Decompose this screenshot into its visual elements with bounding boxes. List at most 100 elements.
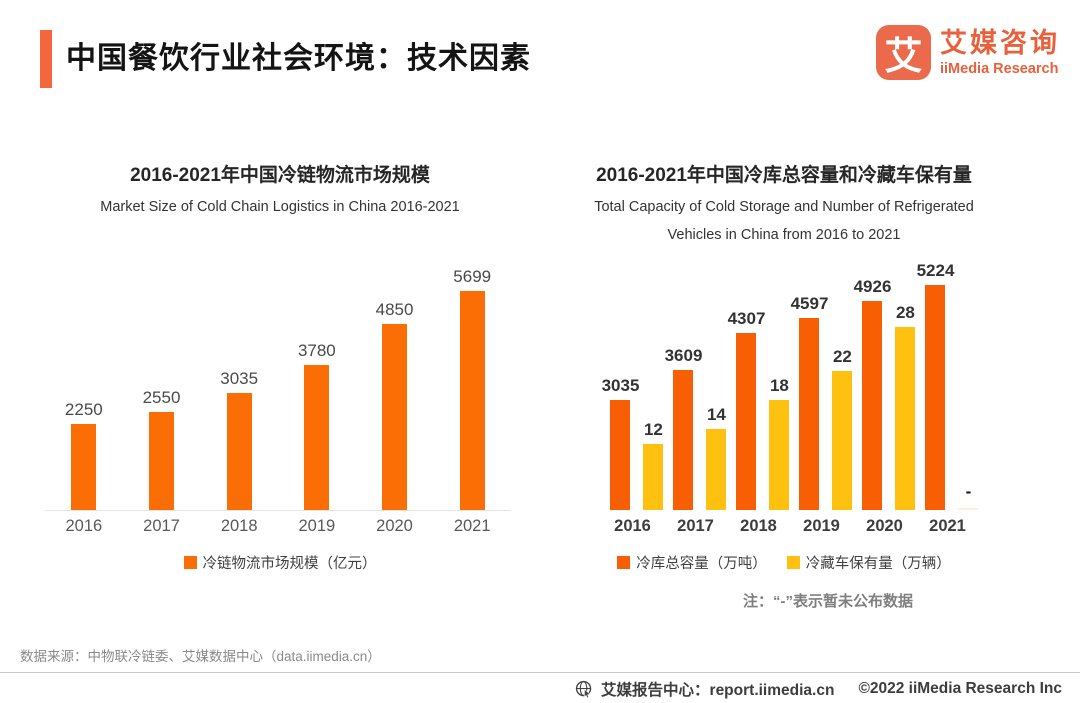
- footer-report-center: 艾媒报告中心：report.iimedia.cn: [601, 682, 835, 699]
- bar-value-label: 3035: [220, 369, 259, 388]
- bar-rect: [706, 429, 727, 510]
- bar-2018: 18: [769, 376, 790, 510]
- bar-group-2017: 2550: [123, 388, 201, 510]
- bar-rect: [71, 424, 97, 510]
- bar-value-label: 3035: [601, 376, 640, 395]
- bar-group-2019: 4597 22: [790, 294, 853, 510]
- bar-2017: 3609: [665, 346, 702, 510]
- page-title: 中国餐饮行业社会环境：技术因素: [66, 42, 531, 75]
- x-axis-tick-label: 2019: [803, 517, 840, 535]
- bar-value-label: 5699: [453, 267, 492, 286]
- bar-value-label: 4597: [790, 294, 829, 313]
- x-axis-tick-label: 2021: [929, 517, 966, 535]
- bar-value-label: 12: [643, 420, 663, 439]
- bar-2018: 4307: [727, 309, 766, 510]
- title-accent-bar: [40, 30, 52, 88]
- bar-value-label: 4926: [853, 277, 892, 296]
- x-axis-labels: 2016 2017 2018 2019 2020 2021: [45, 517, 511, 536]
- legend-label: 冷藏车保有量（万辆）: [805, 556, 951, 572]
- bar-group-2021: 5699: [433, 267, 511, 510]
- bar-2020: 4850: [375, 300, 414, 510]
- legend-label: 冷链物流市场规模（亿元）: [202, 556, 377, 572]
- logo-glyph: 艾: [884, 36, 923, 78]
- x-axis-line: [45, 510, 511, 511]
- chart-title-cn: 2016-2021年中国冷链物流市场规模: [130, 165, 430, 186]
- x-axis-tick-label: 2020: [376, 517, 413, 535]
- legend: 冷库总容量（万吨） 冷藏车保有量（万辆）: [553, 552, 1015, 573]
- plot-area: 2250 2550 3035 3780 4850 5699: [45, 267, 511, 510]
- bar-value-label: 2250: [64, 400, 103, 419]
- bar-2016: 2250: [65, 400, 103, 510]
- bar-rect: [736, 333, 757, 510]
- bar-group-2020: 4926 28: [853, 277, 916, 510]
- bar-2016: 12: [643, 420, 664, 510]
- bar-group-2020: 4850: [356, 300, 434, 510]
- bar-rect: [958, 508, 979, 510]
- footer: 艾媒报告中心：report.iimedia.cn ©2022 iiMedia R…: [575, 678, 1062, 700]
- x-axis-tick-label: 2018: [220, 517, 258, 535]
- legend-swatch: [786, 556, 800, 569]
- bar-2017: 14: [706, 405, 727, 510]
- bar-group-2016: 3035 12: [601, 376, 664, 510]
- legend-swatch: [617, 556, 631, 569]
- bar-value-label: 4850: [375, 300, 414, 319]
- bar-2020: 28: [895, 303, 916, 510]
- bar-value-label: 5224: [916, 261, 955, 280]
- logo-text: 艾媒咨询 iiMedia Research: [940, 28, 1060, 76]
- x-axis-tick-label: 2018: [740, 517, 777, 535]
- bar-rect: [382, 324, 408, 510]
- bar-value-label: 3780: [297, 341, 336, 360]
- bar-rect: [304, 365, 330, 510]
- bar-rect: [610, 400, 631, 510]
- legend-item: 冷链物流市场规模（亿元）: [183, 552, 377, 573]
- bar-2018: 3035: [220, 369, 258, 510]
- bar-2020: 4926: [853, 277, 892, 510]
- bar-group-2019: 3780: [278, 341, 356, 510]
- legend-item: 冷藏车保有量（万辆）: [786, 552, 951, 573]
- bar-rect: [226, 393, 252, 510]
- bar-value-label: 22: [832, 347, 852, 366]
- bar-group-2017: 3609 14: [664, 346, 727, 510]
- bar-value-label: 4307: [727, 309, 766, 328]
- chart-cold-chain-market-size: 2016-2021年中国冷链物流市场规模 Market Size of Cold…: [40, 160, 520, 630]
- x-axis-tick-label: 2017: [677, 517, 714, 535]
- chart-note: 注：“-”表示暂未公布数据: [743, 593, 913, 610]
- bar-rect: [799, 318, 820, 510]
- bar-value-label: 14: [706, 405, 726, 424]
- bar-rect: [832, 371, 853, 510]
- data-source: 数据来源：中物联冷链委、艾媒数据中心（data.iimedia.cn）: [20, 649, 381, 664]
- bar-group-2016: 2250: [45, 400, 123, 510]
- x-axis-tick-label: 2016: [614, 517, 651, 535]
- iimedia-logo-icon: 艾: [876, 25, 931, 80]
- logo-brand-en: iiMedia Research: [940, 60, 1059, 77]
- chart-cold-storage-and-vehicles: 2016-2021年中国冷库总容量和冷藏车保有量 Total Capacity …: [553, 160, 1015, 630]
- globe-cursor-icon: [575, 680, 593, 698]
- bar-2021: 5699: [453, 267, 491, 510]
- bar-2019: 4597: [790, 294, 829, 510]
- bar-2016: 3035: [601, 376, 640, 510]
- legend-swatch: [183, 556, 197, 569]
- bar-2017: 2550: [143, 388, 180, 510]
- bar-group-2018: 3035: [200, 369, 278, 510]
- bar-rect: [459, 291, 485, 510]
- bar-value-label: -: [965, 482, 972, 501]
- bar-group-2018: 4307 18: [727, 309, 790, 510]
- bar-value-label: 18: [769, 376, 789, 395]
- bar-value-label: 28: [895, 303, 915, 322]
- logo-brand-cn: 艾媒咨询: [940, 28, 1060, 59]
- chart-title-en: Market Size of Cold Chain Logistics in C…: [100, 199, 460, 215]
- bar-2019: 3780: [298, 341, 336, 510]
- plot-area: 3035 12 3609 14 4307 18 4597 22 4926 28 5224-: [601, 261, 979, 510]
- bar-rect: [862, 301, 883, 510]
- x-axis-tick-label: 2020: [866, 517, 903, 535]
- x-axis-tick-label: 2021: [453, 517, 491, 535]
- x-axis-labels: 2016 2017 2018 2019 2020 2021: [601, 517, 979, 536]
- bar-rect: [149, 412, 174, 510]
- x-axis-tick-label: 2019: [298, 517, 336, 535]
- bar-group-2021: 5224 -: [916, 261, 979, 510]
- bar-2021: -: [958, 482, 979, 510]
- bar-rect: [769, 400, 790, 510]
- bar-rect: [925, 285, 946, 510]
- footer-divider: [0, 672, 1080, 673]
